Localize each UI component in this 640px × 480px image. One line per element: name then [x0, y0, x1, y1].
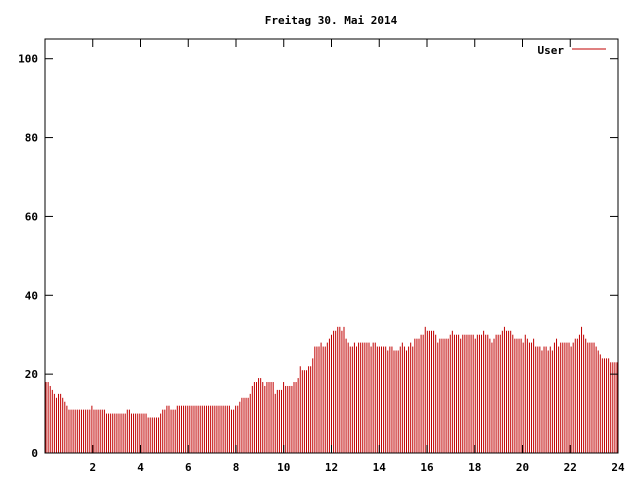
x-tick-label: 16 [420, 461, 434, 474]
y-tick-label: 80 [25, 132, 38, 145]
bar-series-user [45, 326, 618, 453]
legend-label-user: User [538, 44, 565, 57]
x-tick-label: 8 [233, 461, 240, 474]
legend: User [538, 44, 606, 57]
y-tick-label: 60 [25, 210, 38, 223]
x-tick-label: 24 [611, 461, 625, 474]
x-tick-label: 18 [468, 461, 481, 474]
y-tick-label: 0 [31, 447, 38, 460]
x-tick-label: 4 [137, 461, 144, 474]
x-tick-label: 20 [516, 461, 529, 474]
x-tick-label: 2 [89, 461, 96, 474]
x-tick-label: 10 [277, 461, 290, 474]
y-tick-label: 20 [25, 368, 38, 381]
x-tick-label: 14 [373, 461, 387, 474]
y-tick-label: 40 [25, 289, 38, 302]
y-tick-label: 100 [18, 53, 38, 66]
x-tick-label: 12 [325, 461, 338, 474]
x-tick-label: 22 [564, 461, 577, 474]
x-tick-label: 6 [185, 461, 192, 474]
chart-title: Freitag 30. Mai 2014 [265, 14, 398, 27]
